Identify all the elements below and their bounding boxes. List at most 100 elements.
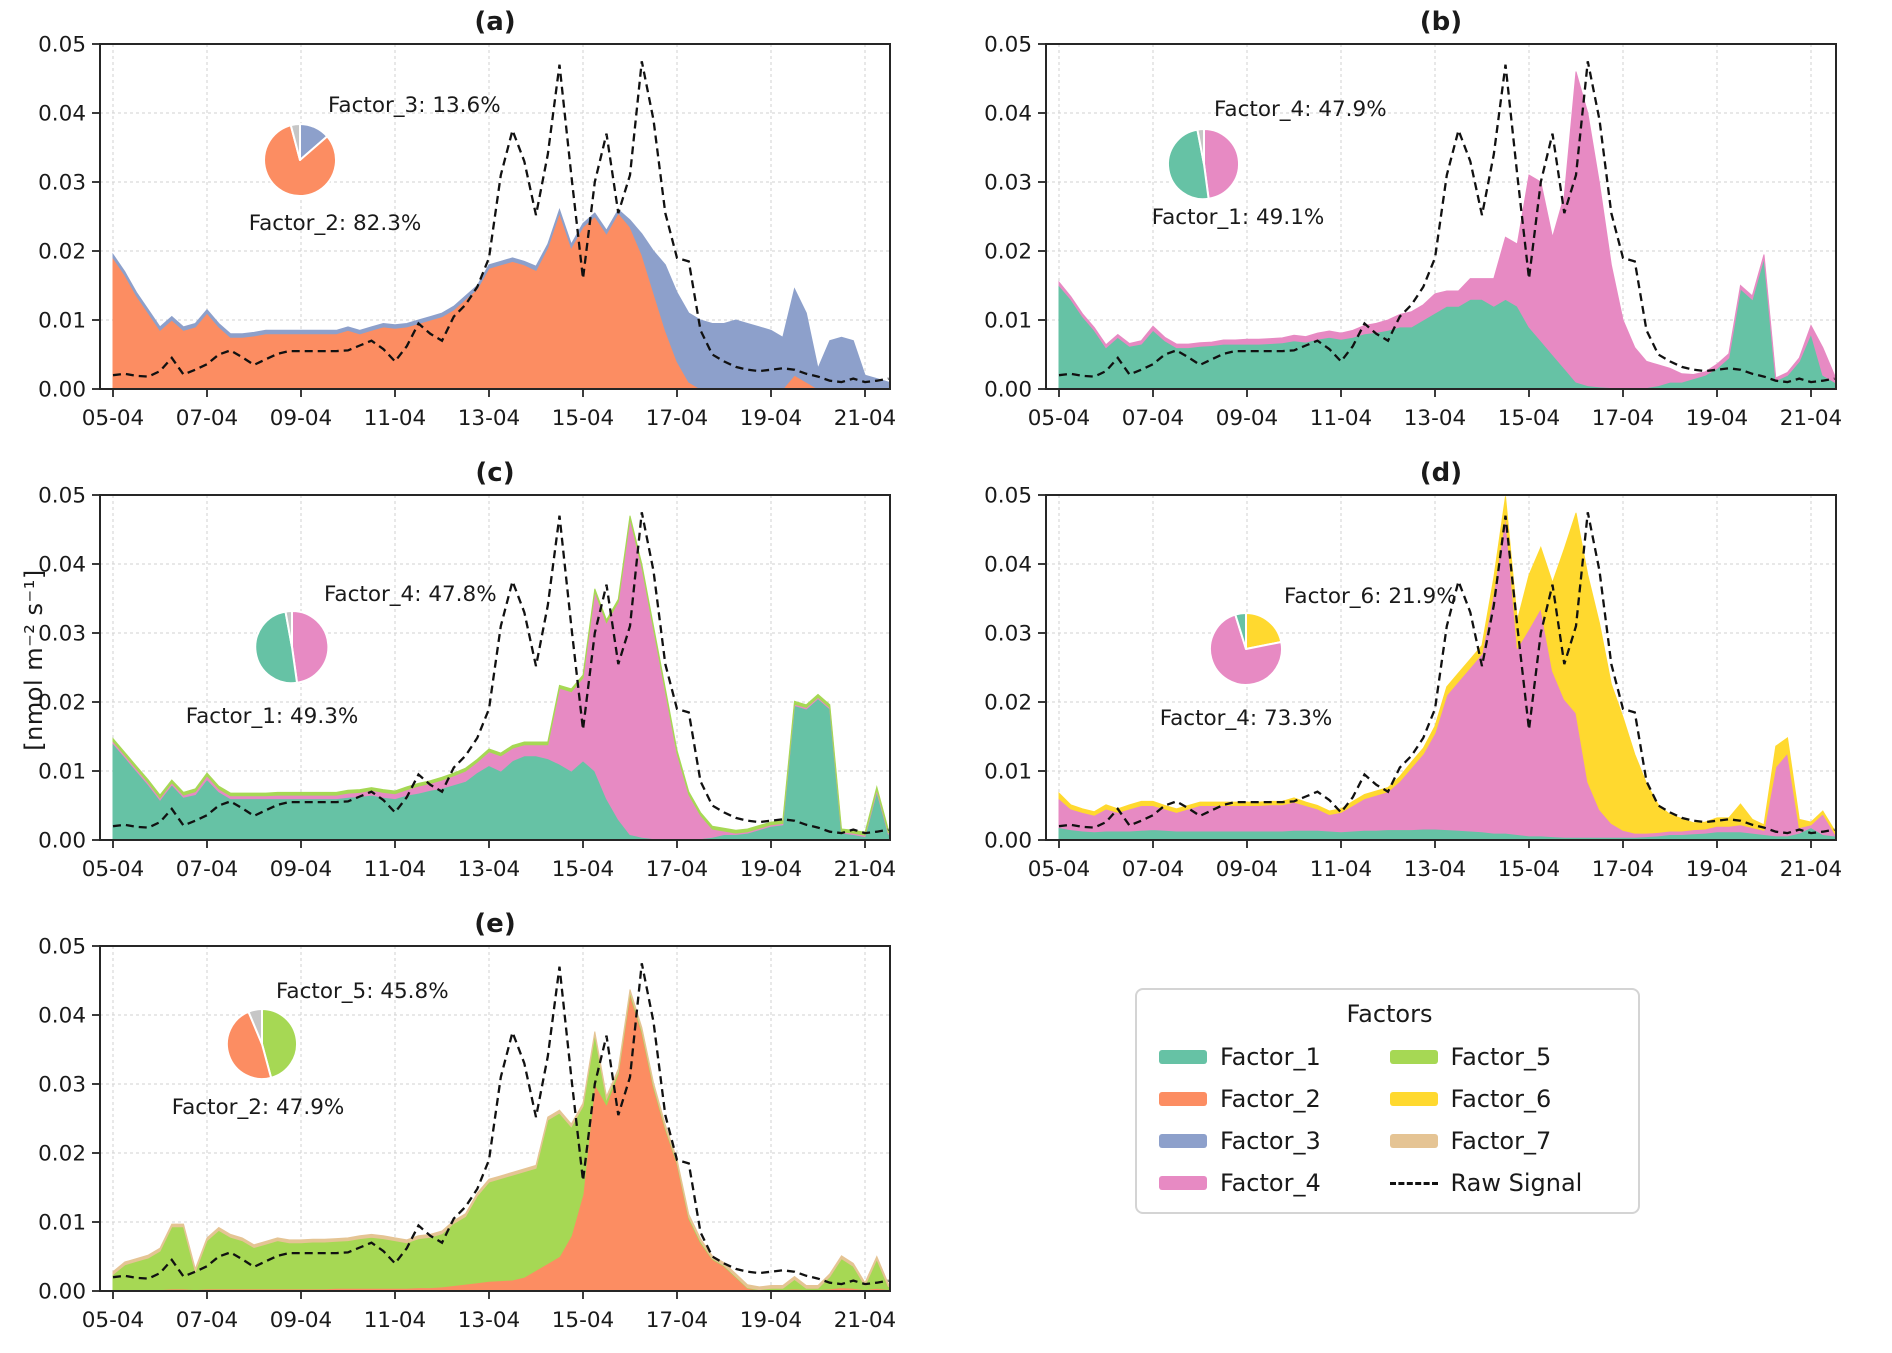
legend-item-label: Factor_3 <box>1220 1127 1321 1155</box>
panel-c: 05-04 07-04 09-04 11-04 13-04 15-04 17-04 19-04… <box>0 451 946 902</box>
x-tick-label: 05-04 <box>82 406 144 431</box>
panel-d: 05-04 07-04 09-04 11-04 13-04 15-04 17-04 19-04… <box>946 451 1892 902</box>
pie-slice-factor_4 <box>291 609 330 684</box>
x-tick-label: 11-04 <box>364 857 426 882</box>
legend-item-label: Factor_1 <box>1220 1043 1321 1071</box>
legend-item-label: Factor_7 <box>1450 1127 1552 1155</box>
y-tick-label: 0.01 <box>984 760 1032 785</box>
y-tick-label: 0.03 <box>38 622 86 647</box>
legend-item-label: Factor_4 <box>1220 1169 1321 1197</box>
y-tick-label: 0.03 <box>38 1073 86 1098</box>
raw-signal-line <box>1058 61 1835 384</box>
legend-swatch-icon <box>1389 1050 1438 1064</box>
panel-title: (d) <box>1420 458 1462 488</box>
axes-spines <box>1045 43 1837 390</box>
y-tick-label: 0.02 <box>38 240 86 265</box>
x-tick-label: 17-04 <box>646 1308 708 1333</box>
legend-swatch-icon <box>1389 1092 1438 1106</box>
panel-title: (c) <box>475 458 514 488</box>
legend-swatch-icon <box>1159 1134 1207 1148</box>
legend-item-label: Raw Signal <box>1450 1169 1583 1197</box>
pie-label-bottom: Factor_2: 82.3% <box>249 211 422 236</box>
legend-item-label: Factor_2 <box>1220 1085 1321 1113</box>
x-tick-label: 07-04 <box>1122 857 1184 882</box>
legend-swatch-icon <box>1389 1134 1438 1148</box>
pie-slice-other <box>289 123 301 161</box>
y-tick-label: 0.00 <box>984 829 1032 854</box>
y-tick-label: 0.04 <box>38 102 86 127</box>
plot-b: 05-04 07-04 09-04 11-04 13-04 15-04 17-04 19-04… <box>984 7 1842 431</box>
y-tick-label: 0.02 <box>38 1142 86 1167</box>
y-tick-label: 0.05 <box>984 484 1032 509</box>
y-tick-label: 0.00 <box>38 1280 86 1305</box>
pie-slice-other <box>1196 127 1205 165</box>
x-tick-label: 15-04 <box>552 406 614 431</box>
legend-item-factor-3: Factor_3 <box>1159 1127 1390 1155</box>
pie-slice-other <box>247 1007 263 1045</box>
x-tick-label: 19-04 <box>740 406 802 431</box>
x-tick-label: 21-04 <box>834 857 896 882</box>
pie-label-top: Factor_5: 45.8% <box>276 979 449 1004</box>
y-tick-label: 0.05 <box>984 33 1032 58</box>
pie-label-bottom: Factor_2: 47.9% <box>172 1095 345 1120</box>
x-tick-label: 07-04 <box>176 406 238 431</box>
panel-e: 05-04 07-04 09-04 11-04 13-04 15-04 17-04 19-04… <box>0 902 946 1353</box>
pie-label-bottom: Factor_1: 49.3% <box>186 704 359 729</box>
pie-label-top: Factor_4: 47.8% <box>324 582 497 607</box>
x-tick-label: 05-04 <box>82 857 144 882</box>
x-tick-label: 19-04 <box>1686 406 1748 431</box>
legend-item-factor-1: Factor_1 <box>1159 1043 1390 1071</box>
y-tick-label: 0.00 <box>38 829 86 854</box>
x-tick-label: 05-04 <box>1028 406 1090 431</box>
x-tick-label: 05-04 <box>1028 857 1090 882</box>
area-factor_7 <box>112 989 889 1291</box>
y-tick-label: 0.04 <box>984 102 1032 127</box>
x-tick-label: 15-04 <box>552 857 614 882</box>
pie-label-top: Factor_4: 47.9% <box>1214 97 1387 122</box>
pie-label-bottom: Factor_1: 49.1% <box>1152 205 1325 230</box>
legend-item-label: Factor_5 <box>1450 1043 1552 1071</box>
x-tick-label: 21-04 <box>1780 406 1842 431</box>
x-tick-label: 13-04 <box>458 406 520 431</box>
raw-signal-line <box>112 512 889 835</box>
x-tick-label: 21-04 <box>834 1308 896 1333</box>
pie-label-bottom: Factor_4: 73.3% <box>1160 706 1333 731</box>
x-tick-label: 17-04 <box>646 406 708 431</box>
pie-slice-factor_4 <box>1203 128 1240 200</box>
legend-item-factor-2: Factor_2 <box>1159 1085 1390 1113</box>
y-tick-label: 0.05 <box>38 484 86 509</box>
legend-item-factor-7: Factor_7 <box>1389 1127 1621 1155</box>
x-tick-label: 19-04 <box>740 857 802 882</box>
y-tick-label: 0.00 <box>38 378 86 403</box>
plot-a: 05-04 07-04 09-04 11-04 13-04 15-04 17-04 19-04… <box>38 7 896 431</box>
panel-title: (b) <box>1420 7 1462 37</box>
legend: Factors Factor_1 Factor_5 Factor_2 Factor_6… <box>1135 988 1640 1214</box>
legend-title: Factors <box>1346 1000 1433 1028</box>
y-tick-label: 0.04 <box>984 553 1032 578</box>
area-factor_1 <box>1058 257 1835 390</box>
x-tick-label: 09-04 <box>270 1308 332 1333</box>
y-tick-label: 0.02 <box>984 691 1032 716</box>
x-tick-label: 13-04 <box>458 1308 520 1333</box>
x-tick-label: 17-04 <box>1592 857 1654 882</box>
plot-d: 05-04 07-04 09-04 11-04 13-04 15-04 17-04 19-04… <box>984 458 1842 882</box>
axes-spines <box>99 494 891 841</box>
panel-title: (a) <box>474 7 515 37</box>
y-tick-label: 0.05 <box>38 33 86 58</box>
x-tick-label: 07-04 <box>1122 406 1184 431</box>
x-tick-label: 13-04 <box>1404 857 1466 882</box>
axes-spines <box>1045 494 1837 841</box>
x-tick-label: 07-04 <box>176 1308 238 1333</box>
x-tick-label: 19-04 <box>1686 857 1748 882</box>
plot-c: 05-04 07-04 09-04 11-04 13-04 15-04 17-04 19-04… <box>38 458 896 882</box>
x-tick-label: 09-04 <box>1216 857 1278 882</box>
legend-swatch-icon <box>1159 1092 1207 1106</box>
area-factor_4 <box>1058 71 1835 389</box>
y-tick-label: 0.00 <box>984 378 1032 403</box>
axes-spines <box>99 43 891 390</box>
y-tick-label: 0.04 <box>38 1004 86 1029</box>
x-tick-label: 09-04 <box>270 857 332 882</box>
y-tick-label: 0.02 <box>38 691 86 716</box>
raw-signal-line <box>112 61 889 384</box>
